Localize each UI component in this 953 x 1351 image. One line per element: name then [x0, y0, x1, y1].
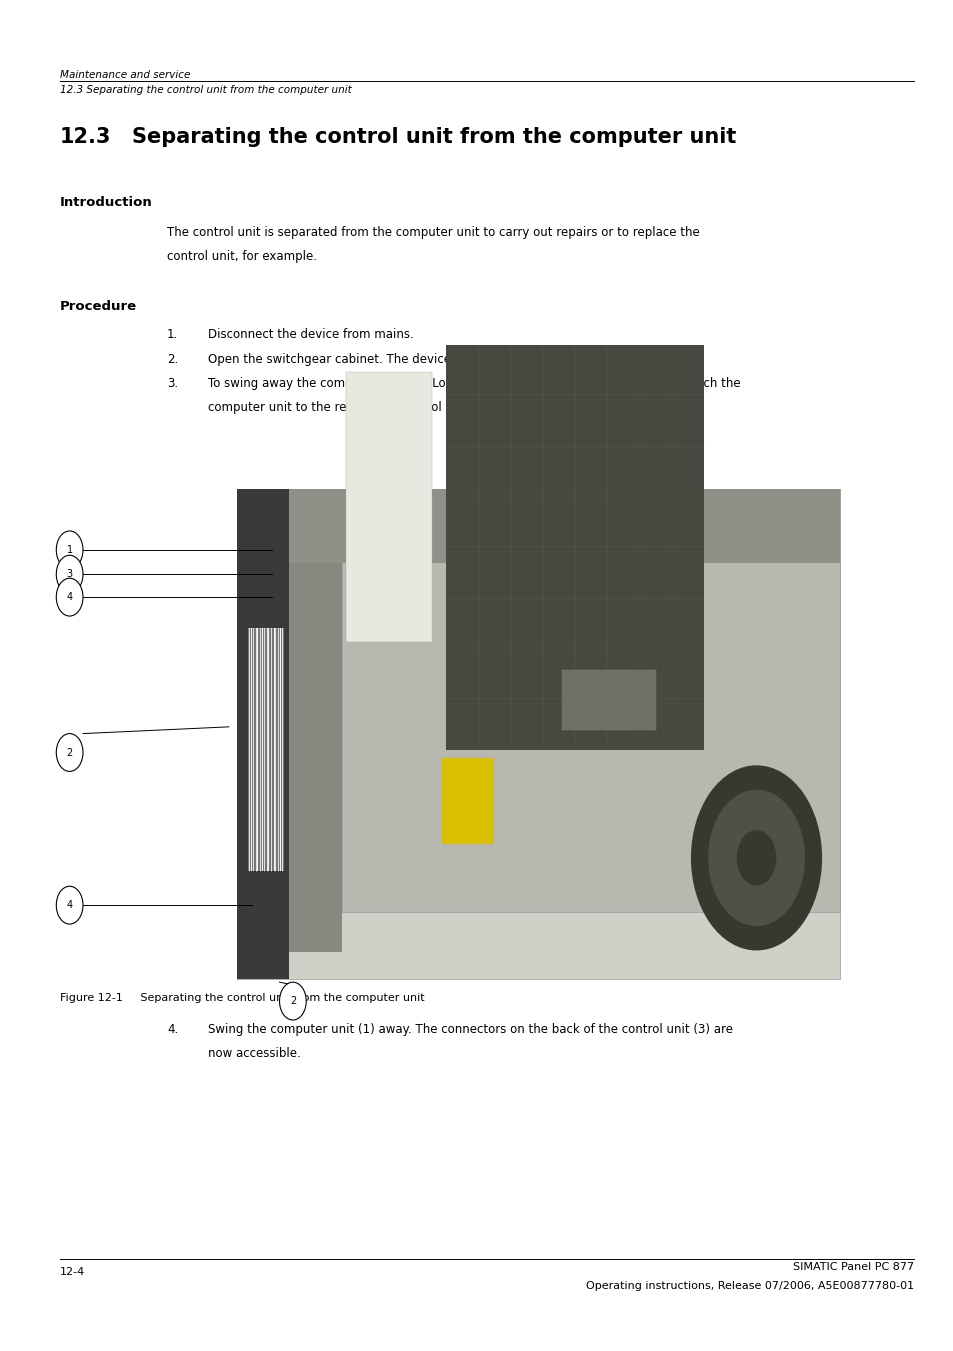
Text: Swing the computer unit (1) away. The connectors on the back of the control unit: Swing the computer unit (1) away. The co…	[208, 1023, 732, 1036]
Text: Procedure: Procedure	[60, 300, 137, 313]
Bar	[560, 669, 656, 730]
Bar	[248, 628, 284, 871]
Text: Figure 12-1     Separating the control unit from the computer unit: Figure 12-1 Separating the control unit …	[60, 993, 424, 1002]
Circle shape	[691, 766, 821, 950]
Circle shape	[279, 982, 306, 1020]
Bar	[346, 372, 432, 642]
Text: 12.3 Separating the control unit from the computer unit: 12.3 Separating the control unit from th…	[60, 85, 352, 95]
Text: now accessible.: now accessible.	[208, 1047, 300, 1061]
Text: 1: 1	[67, 544, 72, 555]
Text: The control unit is separated from the computer unit to carry out repairs or to : The control unit is separated from the c…	[167, 226, 699, 239]
Text: SIMATIC Panel PC 877: SIMATIC Panel PC 877	[792, 1262, 913, 1271]
Bar	[289, 489, 341, 952]
Circle shape	[56, 531, 83, 569]
Circle shape	[708, 790, 803, 925]
Bar	[236, 489, 289, 979]
Text: 1.: 1.	[167, 328, 178, 342]
Bar	[446, 345, 703, 750]
Bar	[441, 757, 494, 844]
Text: 3.: 3.	[167, 377, 178, 390]
Circle shape	[56, 886, 83, 924]
Text: 4: 4	[67, 900, 72, 911]
Bar	[289, 489, 839, 563]
Text: 3: 3	[67, 569, 72, 580]
Circle shape	[56, 555, 83, 593]
Circle shape	[56, 734, 83, 771]
Text: 12-4: 12-4	[60, 1267, 85, 1277]
Text: 4: 4	[67, 592, 72, 603]
Text: 2: 2	[67, 747, 72, 758]
Text: Maintenance and service: Maintenance and service	[60, 70, 191, 80]
Circle shape	[737, 831, 775, 885]
Text: 12.3: 12.3	[60, 127, 112, 147]
Text: control unit, for example.: control unit, for example.	[167, 250, 316, 263]
Text: computer unit to the rear of the control unit (3).: computer unit to the rear of the control…	[208, 401, 492, 415]
Bar	[236, 489, 839, 979]
Text: Disconnect the device from mains.: Disconnect the device from mains.	[208, 328, 414, 342]
Text: Introduction: Introduction	[60, 196, 152, 209]
Circle shape	[56, 578, 83, 616]
Text: Operating instructions, Release 07/2006, A5E00877780-01: Operating instructions, Release 07/2006,…	[585, 1281, 913, 1290]
Text: To swing away the computer unit (1): Loosen the four knurled screws (2) which at: To swing away the computer unit (1): Loo…	[208, 377, 740, 390]
Bar	[341, 489, 839, 912]
Text: Separating the control unit from the computer unit: Separating the control unit from the com…	[132, 127, 736, 147]
Text: 2: 2	[290, 996, 295, 1006]
Text: 4.: 4.	[167, 1023, 178, 1036]
Text: Open the switchgear cabinet. The device is now accessible from the back.: Open the switchgear cabinet. The device …	[208, 353, 646, 366]
Text: 2.: 2.	[167, 353, 178, 366]
